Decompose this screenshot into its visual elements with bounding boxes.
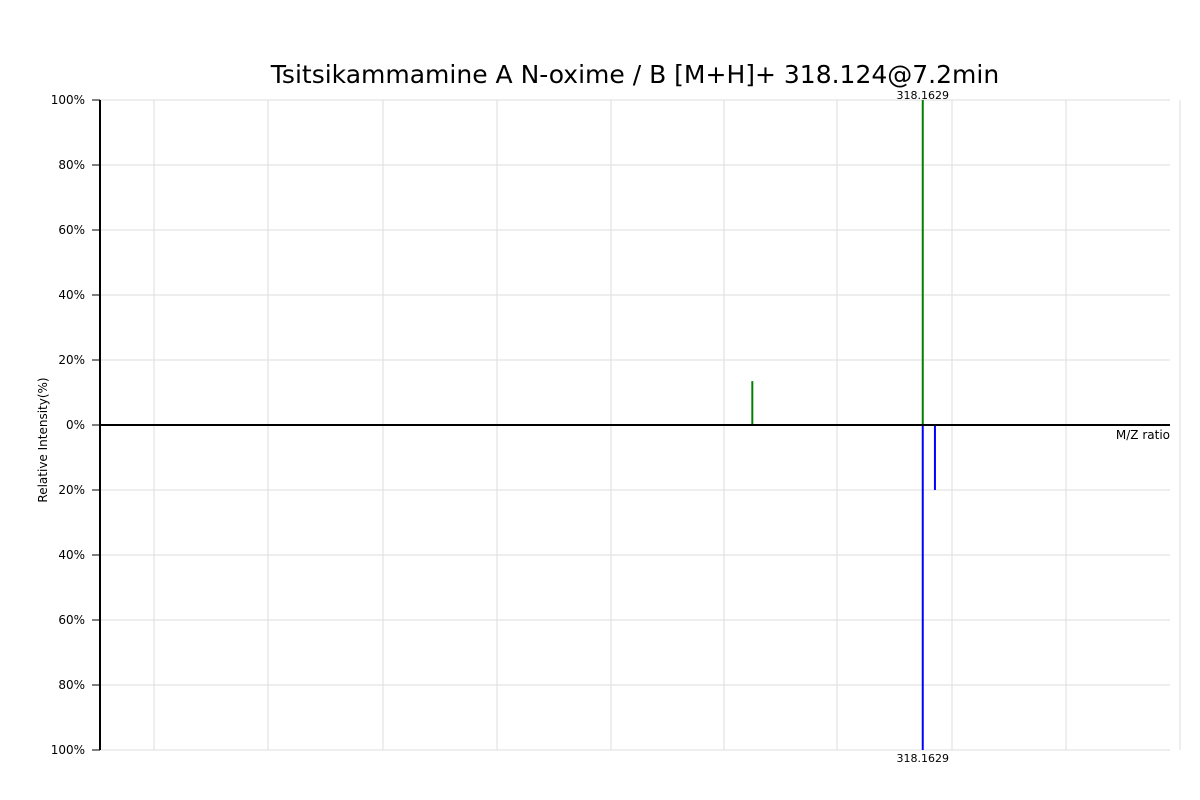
peaks-layer <box>751 100 936 750</box>
y-tick-label: 60% <box>58 223 85 237</box>
y-axis-label: Relative Intensity(%) <box>36 377 50 502</box>
y-tick-label: 40% <box>58 288 85 302</box>
y-tick-label: 80% <box>58 678 85 692</box>
x-axis-label: M/Z ratio <box>1116 428 1170 442</box>
grid-layer <box>100 99 1181 751</box>
axis-layer <box>99 100 1170 750</box>
y-tick-label: 100% <box>51 743 85 757</box>
chart-title: Tsitsikammamine A N-oxime / B [M+H]+ 318… <box>270 60 1000 89</box>
y-tick-label: 80% <box>58 158 85 172</box>
y-tick-label: 20% <box>58 483 85 497</box>
y-ticks: 100% 80% 60% 40% 20% 0% 20% 40% 60% 80% 100% <box>51 93 100 757</box>
y-tick-label: 60% <box>58 613 85 627</box>
peak-label-top: 318.1629 <box>897 89 950 102</box>
y-tick-label: 100% <box>51 93 85 107</box>
y-tick-label: 40% <box>58 548 85 562</box>
y-tick-label: 20% <box>58 353 85 367</box>
peak-label-bottom: 318.1629 <box>897 752 950 765</box>
y-tick-label: 0% <box>66 418 85 432</box>
peak-labels: 318.1629 318.1629 <box>897 89 950 765</box>
